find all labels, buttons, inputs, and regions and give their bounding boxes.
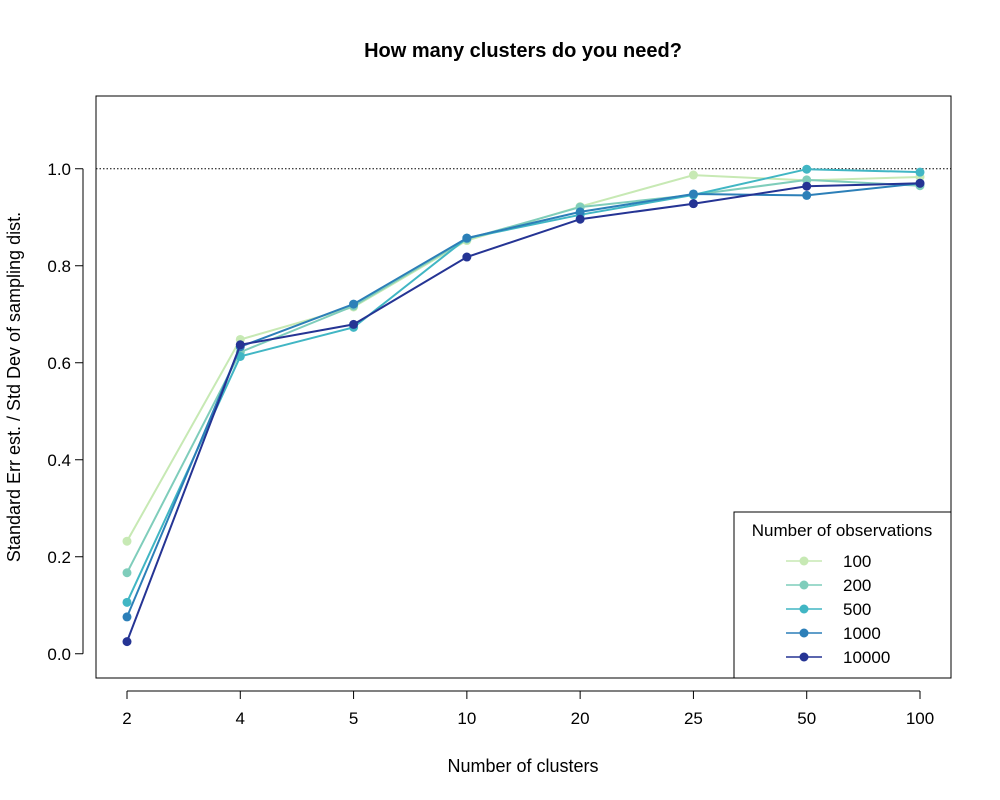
legend-box <box>733 511 952 679</box>
data-point <box>122 637 132 647</box>
legend-label: 500 <box>843 600 871 619</box>
x-tick-label: 20 <box>571 709 590 728</box>
data-point <box>575 214 585 224</box>
legend-label: 200 <box>843 576 871 595</box>
data-point <box>462 252 472 262</box>
x-tick-label: 25 <box>684 709 703 728</box>
legend-item: 1000 <box>786 624 881 643</box>
series-line <box>126 174 921 542</box>
y-axis-label: Standard Err est. / Std Dev of sampling … <box>4 212 24 562</box>
data-point <box>802 181 812 191</box>
series-line <box>126 168 921 603</box>
data-point <box>235 340 245 350</box>
series-line <box>126 182 921 642</box>
y-tick-label: 0.2 <box>47 548 71 567</box>
plot-frame <box>95 95 952 679</box>
data-point <box>349 299 359 309</box>
data-point <box>349 319 359 329</box>
legend: Number of observations 100 200 500 1000 1000… <box>733 511 952 679</box>
x-tick-label: 50 <box>797 709 816 728</box>
legend-item: 200 <box>786 576 871 595</box>
y-axis: 0.0 0.2 0.4 0.6 0.8 1.0 <box>47 160 84 664</box>
data-point <box>802 190 812 200</box>
y-tick-label: 0.0 <box>47 645 71 664</box>
legend-item: 500 <box>786 600 871 619</box>
data-point <box>462 233 472 243</box>
data-point <box>688 199 698 209</box>
x-tick-label: 100 <box>906 709 934 728</box>
data-point <box>122 568 132 578</box>
y-tick-label: 1.0 <box>47 160 71 179</box>
data-point <box>688 189 698 199</box>
data-point <box>575 207 585 217</box>
y-tick-label: 0.8 <box>47 257 71 276</box>
legend-label: 100 <box>843 552 871 571</box>
series-line <box>126 178 921 574</box>
legend-swatch-point <box>799 628 809 638</box>
series-layer <box>122 164 925 647</box>
series-line <box>126 182 921 618</box>
legend-label: 10000 <box>843 648 890 667</box>
data-point <box>915 178 925 188</box>
x-tick-label: 10 <box>457 709 476 728</box>
legend-swatch-point <box>799 604 809 614</box>
data-point <box>122 597 132 607</box>
legend-item: 100 <box>786 552 871 571</box>
legend-items: 100 200 500 1000 10000 <box>786 552 890 667</box>
data-point <box>802 175 812 185</box>
x-tick-label: 2 <box>122 709 131 728</box>
chart-title: How many clusters do you need? <box>364 40 682 62</box>
legend-swatch-point <box>799 580 809 590</box>
legend-swatch-point <box>799 652 809 662</box>
legend-item: 10000 <box>786 648 890 667</box>
data-point <box>802 164 812 174</box>
y-tick-label: 0.4 <box>47 451 71 470</box>
data-point <box>122 536 132 546</box>
data-point <box>688 170 698 180</box>
legend-title: Number of observations <box>752 521 932 540</box>
data-point <box>122 612 132 622</box>
x-axis: 2 4 5 10 20 25 50 100 <box>122 690 934 728</box>
legend-swatch-point <box>799 556 809 566</box>
x-axis-label: Number of clusters <box>447 756 598 776</box>
series-10000 <box>122 178 925 647</box>
legend-label: 1000 <box>843 624 881 643</box>
x-tick-label: 4 <box>236 709 245 728</box>
x-tick-label: 5 <box>349 709 358 728</box>
y-tick-label: 0.6 <box>47 354 71 373</box>
data-point <box>915 167 925 177</box>
